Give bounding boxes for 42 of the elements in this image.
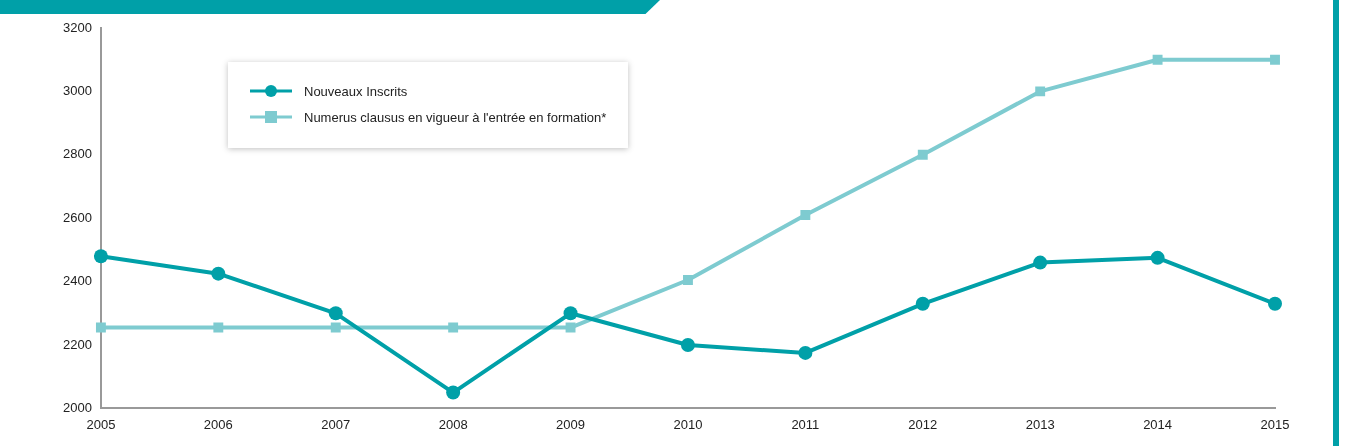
point <box>565 322 576 333</box>
y-tick-label: 2200 <box>63 336 92 352</box>
y-tick-label: 2000 <box>63 399 92 415</box>
y-tick-label: 2600 <box>63 209 92 225</box>
point <box>683 275 693 285</box>
y-tick-label: 2800 <box>63 146 92 162</box>
x-tick-label: 2007 <box>321 416 351 432</box>
point <box>798 345 813 360</box>
y-tick-label: 3200 <box>63 19 92 35</box>
legend-label: Numerus clausus en vigueur à l'entrée en formation* <box>304 109 607 125</box>
point <box>915 296 930 311</box>
x-tick-label: 2014 <box>1143 416 1173 432</box>
point <box>1033 255 1048 270</box>
x-tick-label: 2009 <box>556 416 586 432</box>
point <box>1035 86 1046 97</box>
x-tick-label: 2013 <box>1025 416 1055 432</box>
point <box>1270 54 1280 65</box>
y-tick-label: 3000 <box>63 82 92 98</box>
point <box>1152 54 1163 65</box>
point <box>563 306 578 321</box>
y-tick-label: 2400 <box>63 273 92 289</box>
point <box>800 210 811 220</box>
x-tick-label: 2012 <box>908 416 938 432</box>
point <box>95 322 106 333</box>
point <box>680 338 695 352</box>
legend-label: Nouveaux Inscrits <box>304 83 408 99</box>
x-tick-label: 2008 <box>438 416 468 432</box>
point <box>917 149 928 160</box>
x-tick-label: 2015 <box>1260 416 1290 432</box>
point <box>328 306 343 321</box>
point <box>213 322 224 333</box>
x-tick-label: 2011 <box>791 416 820 432</box>
point <box>1150 250 1165 265</box>
point <box>211 266 226 281</box>
point <box>448 322 459 333</box>
x-tick-label: 2010 <box>673 416 703 432</box>
point <box>93 249 108 264</box>
point <box>1268 296 1282 311</box>
point <box>330 322 341 333</box>
x-tick-label: 2006 <box>203 416 233 432</box>
point <box>446 385 461 400</box>
x-tick-label: 2005 <box>86 416 116 432</box>
